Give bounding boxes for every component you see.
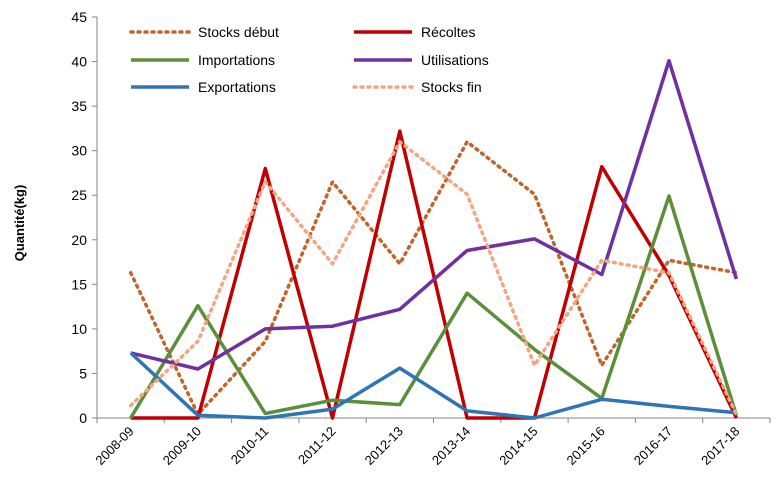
legend-label: Stocks début bbox=[198, 24, 279, 40]
legend-label: Utilisations bbox=[421, 52, 489, 68]
y-tick-label: 45 bbox=[71, 9, 87, 25]
y-tick-label: 20 bbox=[71, 232, 87, 248]
legend-label: Exportations bbox=[198, 79, 276, 95]
x-tick-label: 2008-09 bbox=[92, 424, 136, 468]
y-tick-label: 15 bbox=[71, 276, 87, 292]
x-tick-label: 2017-18 bbox=[698, 424, 742, 468]
y-tick-label: 35 bbox=[71, 98, 87, 114]
x-tick-label: 2009-10 bbox=[160, 424, 204, 468]
legend-label: Importations bbox=[198, 52, 275, 68]
x-tick-label: 2014-15 bbox=[496, 424, 540, 468]
x-tick-label: 2016-17 bbox=[631, 424, 675, 468]
x-tick-label: 2015-16 bbox=[564, 424, 608, 468]
y-tick-label: 25 bbox=[71, 187, 87, 203]
series-line-exportations bbox=[131, 353, 737, 418]
legend-label: Récoltes bbox=[421, 24, 475, 40]
series-line-importations bbox=[131, 196, 737, 418]
x-tick-label: 2010-11 bbox=[228, 424, 272, 468]
x-tick-label: 2012-13 bbox=[362, 424, 406, 468]
series-line-utilisations bbox=[131, 61, 737, 369]
legend-label: Stocks fin bbox=[421, 79, 482, 95]
y-tick-label: 5 bbox=[79, 365, 87, 381]
x-tick-label: 2011-12 bbox=[295, 424, 339, 468]
y-tick-label: 10 bbox=[71, 321, 87, 337]
y-tick-label: 0 bbox=[79, 410, 87, 426]
x-tick-label: 2013-14 bbox=[429, 424, 473, 468]
series-line-r-coltes bbox=[131, 131, 737, 418]
y-tick-label: 30 bbox=[71, 143, 87, 159]
y-tick-label: 40 bbox=[71, 54, 87, 70]
y-axis-label: Quantité(kg) bbox=[12, 185, 27, 262]
